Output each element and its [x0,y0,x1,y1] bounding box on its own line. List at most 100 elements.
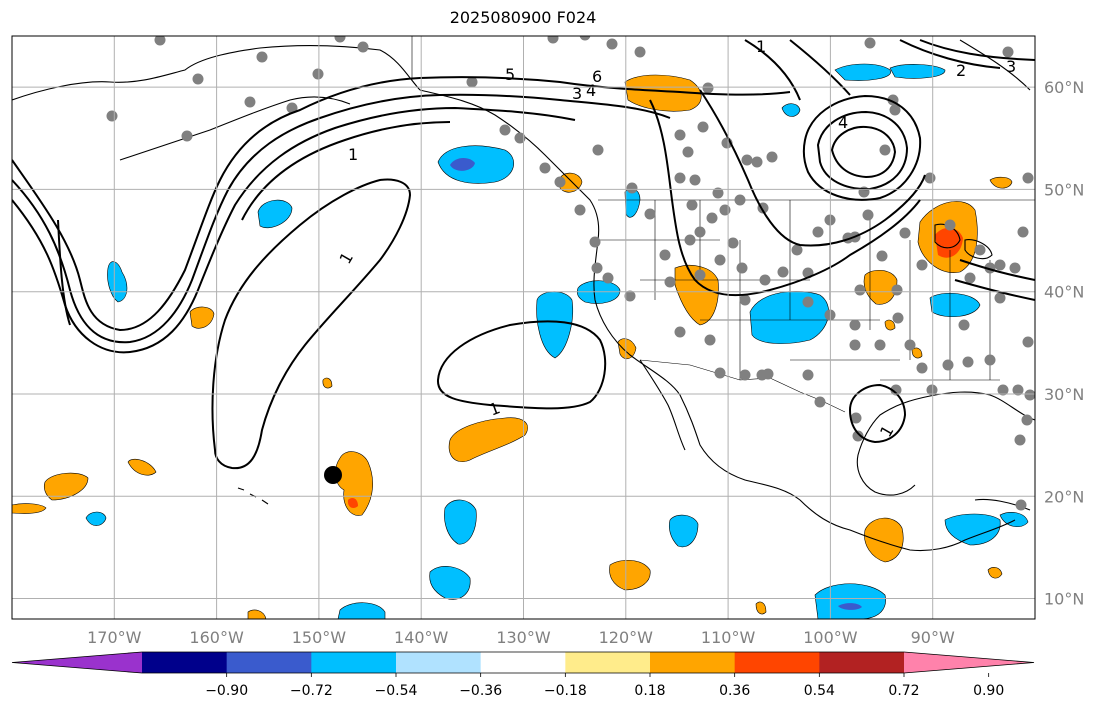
colorbar-tick-label: −0.18 [544,683,587,699]
station-dot [741,154,753,166]
station-dot [964,272,976,284]
station-dot [539,162,551,174]
station-dot [697,121,709,133]
station-dot [514,132,526,144]
station-dot [904,339,916,351]
longitude-tick-label: 150°W [292,628,347,647]
station-dot [862,209,874,221]
station-dot [994,259,1006,271]
station-dot [974,244,986,256]
station-dot [592,144,604,156]
pos-anomaly-region [335,451,373,516]
station-dot [674,172,686,184]
neg-anomaly-region [85,511,107,526]
contour-line [848,383,907,444]
contour-label: 5 [505,65,515,84]
contour-label: 4 [838,113,848,132]
station-dot [334,36,346,43]
station-dot [684,234,696,246]
station-dot [602,272,614,284]
neg-anomaly-region [257,199,293,228]
pos-anomaly-region [864,517,904,563]
station-dot [739,369,751,381]
longitude-tick-label: 130°W [496,628,551,647]
latitude-tick-label: 20°N [1044,487,1084,506]
station-dot [686,199,698,211]
station-dot [814,396,826,408]
highlighted-point[interactable] [324,466,342,484]
neg-anomaly-region [944,513,1001,546]
station-dot [944,219,956,231]
station-dot [958,319,970,331]
station-dot [791,244,803,256]
station-dot [714,254,726,266]
station-dot [682,146,694,158]
station-dot [879,144,891,156]
station-dot [926,384,938,396]
contour-label: 3 [572,84,582,103]
contour-label: 1 [756,37,766,56]
station-dot [606,38,618,50]
colorbar-tick-label: −0.54 [375,683,418,699]
pos-anomaly-region [347,498,358,508]
neg-anomaly-region [781,103,801,117]
station-dot [734,194,746,206]
neg-anomaly-region [929,292,981,318]
station-dot [854,284,866,296]
station-dot [1012,384,1024,396]
station-dot [864,37,876,49]
station-dot [1015,499,1027,511]
colorbar-segment [819,652,905,673]
contour-line [12,106,576,354]
station-dot [181,130,193,142]
station-dot [674,326,686,338]
station-dot [579,36,591,41]
contour-label: 4 [586,81,596,100]
station-dot [962,356,974,368]
station-dot [106,110,118,122]
contour-label: 6 [592,67,602,86]
station-dot [704,334,716,346]
station-dot [1022,336,1034,348]
station-dot [852,430,864,442]
station-dot [466,76,478,88]
station-dot [751,156,763,168]
station-dot [994,292,1006,304]
baja-coastline [639,359,686,451]
station-dot [154,36,166,46]
colorbar-tick-label: −0.36 [459,683,502,699]
station-dot [719,204,731,216]
longitude-tick-labels: 170°W 160°W 150°W 140°W 130°W 120°W 110°W 100°W… [87,628,955,647]
colorbar-segment [396,652,482,673]
pos-anomaly-region [322,377,333,389]
neg-anomaly-region [749,291,829,344]
contour-line [830,125,897,179]
pos-anomaly-region [911,347,923,359]
longitude-tick-label: 110°W [701,628,756,647]
station-dot [766,151,778,163]
station-dot [916,362,928,374]
contour-line [12,76,791,332]
station-dot [802,296,814,308]
neg-anomaly-region [814,583,886,619]
colorbar-extend-min [12,652,142,673]
station-dot [1021,414,1033,426]
contour-label: 3 [1006,57,1016,76]
pos-anomaly-region [189,306,215,329]
longitude-tick-label: 160°W [189,628,244,647]
colorbar-outline [11,651,1035,674]
station-dot [547,36,559,44]
station-dot [694,226,706,238]
station-dot [739,294,751,306]
pos-anomaly-region [247,609,267,619]
longitude-tick-label: 170°W [87,628,142,647]
station-dot [812,226,824,238]
station-dot [192,73,204,85]
latitude-tick-labels: 60°N 50°N 40°N 30°N 20°N 10°N [1044,78,1084,608]
station-dot [664,276,676,288]
longitude-tick-label: 100°W [803,628,858,647]
station-dot [357,41,369,53]
colorbar-segment [650,652,736,673]
neg-anomaly-region [668,514,699,548]
station-dot [762,368,774,380]
